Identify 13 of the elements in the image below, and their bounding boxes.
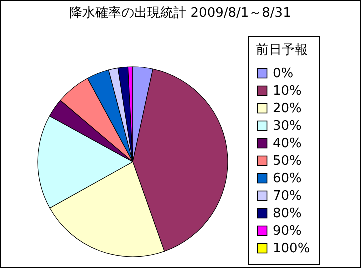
- legend-label: 20%: [273, 102, 302, 116]
- legend-label: 80%: [273, 206, 302, 222]
- chart-title: 降水確率の出現統計 2009/8/1～8/31: [70, 5, 292, 21]
- legend-label: 0%: [273, 66, 294, 82]
- legend-label: 100%: [273, 242, 310, 256]
- legend-label: 30%: [273, 119, 302, 134]
- legend-label: 40%: [273, 136, 302, 152]
- legend-title: 前日予報: [256, 43, 308, 58]
- legend-label: 70%: [273, 189, 302, 204]
- legend-label: 90%: [273, 224, 302, 239]
- legend-label: 10%: [273, 84, 302, 99]
- legend-label: 50%: [273, 154, 302, 169]
- legend-label: 60%: [273, 172, 302, 186]
